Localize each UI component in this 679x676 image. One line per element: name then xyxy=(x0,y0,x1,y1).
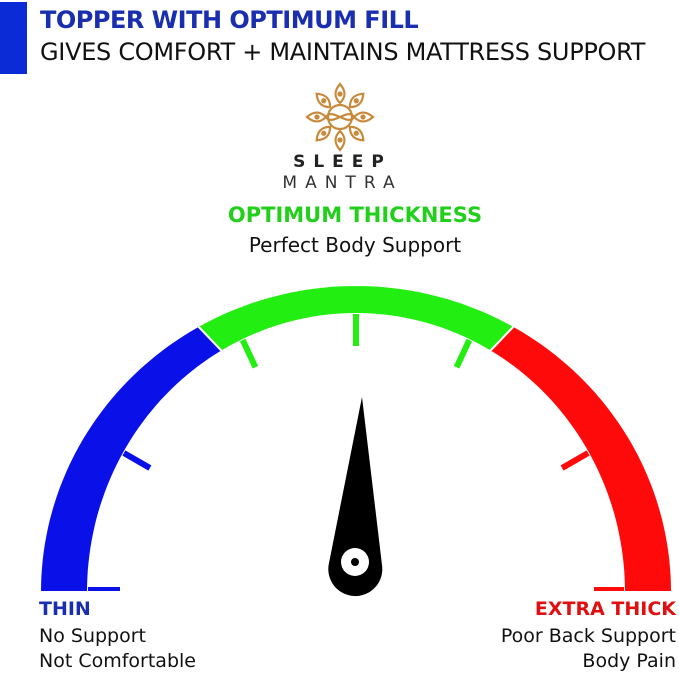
accent-bar xyxy=(0,2,27,74)
extra-thick-line1: Poor Back Support xyxy=(500,625,676,647)
headline: TOPPER WITH OPTIMUM FILL xyxy=(40,6,419,34)
brand-name-line2: MANTRA xyxy=(282,173,403,193)
optimum-heading: OPTIMUM THICKNESS xyxy=(227,203,483,227)
thin-tick xyxy=(122,450,152,471)
optimum-tick-left xyxy=(240,338,259,369)
subheadline: GIVES COMFORT + MAINTAINS MATTRESS SUPPO… xyxy=(40,38,646,66)
needle-pin xyxy=(351,558,359,566)
thin-heading: THIN xyxy=(39,598,91,620)
extra-thick-segment xyxy=(488,324,674,593)
extra-thick-tick xyxy=(560,450,590,471)
optimum-tick-right xyxy=(453,338,472,369)
needle xyxy=(328,397,383,597)
thin-line1: No Support xyxy=(39,625,146,647)
extra-thick-heading: EXTRA THICK xyxy=(534,598,676,620)
extra-thick-line2: Body Pain xyxy=(582,650,676,672)
thin-line2: Not Comfortable xyxy=(39,650,196,672)
brand-name-line1: SLEEP xyxy=(293,152,392,172)
sleep-mantra-logo-icon xyxy=(305,82,375,152)
optimum-description: Perfect Body Support xyxy=(248,233,462,257)
